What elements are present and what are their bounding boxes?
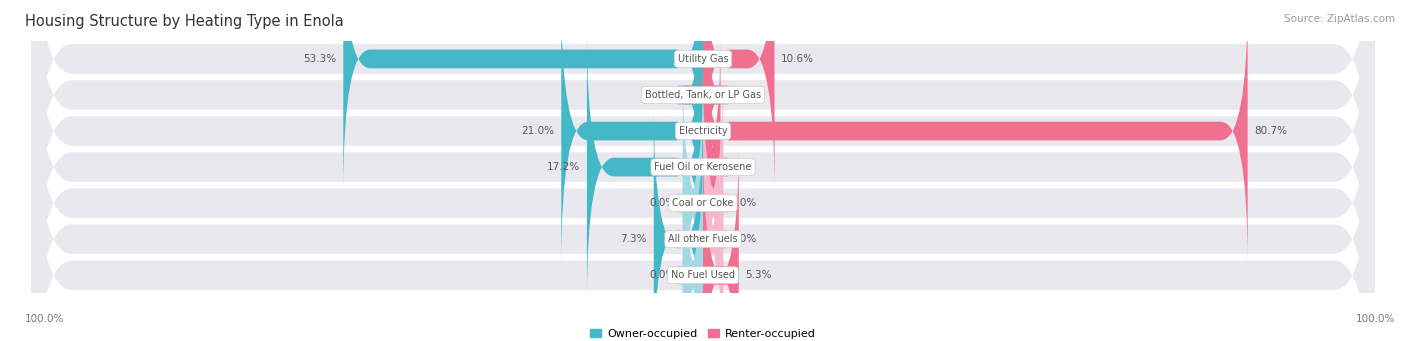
Text: Electricity: Electricity — [679, 126, 727, 136]
Text: 5.3%: 5.3% — [745, 270, 772, 280]
FancyBboxPatch shape — [703, 0, 775, 194]
Text: 100.0%: 100.0% — [25, 314, 65, 324]
Text: 21.0%: 21.0% — [522, 126, 554, 136]
Text: Bottled, Tank, or LP Gas: Bottled, Tank, or LP Gas — [645, 90, 761, 100]
Text: 0.0%: 0.0% — [650, 270, 676, 280]
Text: 2.6%: 2.6% — [727, 162, 754, 172]
FancyBboxPatch shape — [696, 104, 730, 341]
FancyBboxPatch shape — [703, 0, 1247, 266]
Text: 0.0%: 0.0% — [730, 234, 756, 244]
FancyBboxPatch shape — [31, 2, 1375, 341]
Text: 1.2%: 1.2% — [662, 90, 688, 100]
FancyBboxPatch shape — [31, 0, 1375, 332]
Text: 0.0%: 0.0% — [730, 198, 756, 208]
FancyBboxPatch shape — [696, 68, 730, 338]
Text: Fuel Oil or Kerosene: Fuel Oil or Kerosene — [654, 162, 752, 172]
Text: 53.3%: 53.3% — [304, 54, 336, 64]
FancyBboxPatch shape — [31, 0, 1375, 297]
FancyBboxPatch shape — [676, 140, 710, 341]
FancyBboxPatch shape — [676, 68, 710, 338]
Text: 80.7%: 80.7% — [1254, 126, 1288, 136]
Text: 100.0%: 100.0% — [1355, 314, 1395, 324]
FancyBboxPatch shape — [682, 0, 730, 230]
Text: 17.2%: 17.2% — [547, 162, 581, 172]
FancyBboxPatch shape — [31, 0, 1375, 261]
Text: 0.81%: 0.81% — [716, 90, 748, 100]
FancyBboxPatch shape — [31, 0, 1375, 341]
Text: No Fuel Used: No Fuel Used — [671, 270, 735, 280]
Text: Source: ZipAtlas.com: Source: ZipAtlas.com — [1284, 14, 1395, 24]
Text: 7.3%: 7.3% — [620, 234, 647, 244]
FancyBboxPatch shape — [654, 104, 703, 341]
Text: Coal or Coke: Coal or Coke — [672, 198, 734, 208]
Legend: Owner-occupied, Renter-occupied: Owner-occupied, Renter-occupied — [586, 324, 820, 341]
FancyBboxPatch shape — [676, 0, 721, 230]
Text: All other Fuels: All other Fuels — [668, 234, 738, 244]
FancyBboxPatch shape — [586, 32, 703, 302]
FancyBboxPatch shape — [31, 74, 1375, 341]
FancyBboxPatch shape — [693, 32, 730, 302]
Text: 10.6%: 10.6% — [782, 54, 814, 64]
FancyBboxPatch shape — [561, 0, 703, 266]
FancyBboxPatch shape — [703, 140, 738, 341]
Text: Housing Structure by Heating Type in Enola: Housing Structure by Heating Type in Eno… — [25, 14, 344, 29]
FancyBboxPatch shape — [343, 0, 703, 194]
FancyBboxPatch shape — [31, 38, 1375, 341]
Text: 0.0%: 0.0% — [650, 198, 676, 208]
Text: Utility Gas: Utility Gas — [678, 54, 728, 64]
